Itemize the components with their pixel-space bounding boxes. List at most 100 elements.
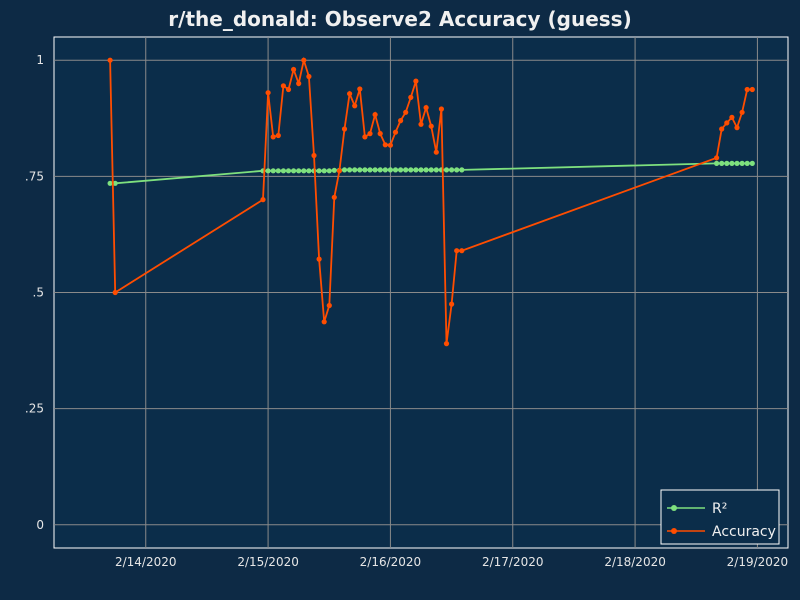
data-point-r2: [321, 168, 327, 174]
data-point-accuracy: [403, 109, 409, 115]
data-point-accuracy: [734, 125, 740, 131]
data-point-accuracy: [112, 289, 118, 296]
data-point-accuracy: [347, 91, 353, 97]
data-point-accuracy: [459, 248, 465, 254]
data-point-r2: [107, 180, 113, 186]
data-point-r2: [739, 160, 745, 166]
data-point-accuracy: [433, 149, 439, 155]
data-point-r2: [377, 167, 383, 173]
data-point-r2: [352, 167, 358, 173]
x-tick-label: 2/14/2020: [115, 555, 177, 569]
x-tick-label: 2/16/2020: [360, 555, 422, 569]
data-point-accuracy: [408, 94, 414, 100]
data-point-r2: [433, 167, 439, 173]
data-point-r2: [296, 168, 302, 174]
data-point-r2: [418, 167, 424, 173]
data-point-accuracy: [321, 319, 327, 325]
data-point-accuracy: [418, 121, 424, 127]
data-point-r2: [270, 168, 276, 174]
data-point-r2: [112, 180, 118, 186]
data-point-accuracy: [280, 83, 286, 89]
y-tick-label: 1: [36, 53, 44, 67]
data-point-accuracy: [413, 78, 419, 84]
data-point-r2: [423, 167, 429, 173]
data-point-accuracy: [296, 80, 302, 87]
data-point-r2: [347, 167, 353, 173]
legend-accuracy-marker: [671, 528, 677, 534]
data-point-accuracy: [719, 126, 725, 132]
data-point-accuracy: [326, 302, 332, 309]
data-point-r2: [301, 168, 307, 174]
chart-title: r/the_donald: Observe2 Accuracy (guess): [168, 7, 631, 31]
data-point-accuracy: [729, 114, 735, 120]
series-accuracy: [107, 56, 755, 347]
data-point-accuracy: [352, 103, 358, 109]
data-point-accuracy: [714, 155, 720, 161]
data-point-r2: [413, 167, 419, 173]
y-tick-label: .5: [33, 286, 44, 300]
data-point-accuracy: [372, 112, 378, 118]
data-point-r2: [367, 167, 373, 173]
data-point-r2: [275, 168, 281, 174]
data-point-accuracy: [749, 86, 755, 93]
data-point-accuracy: [438, 106, 444, 112]
data-point-r2: [280, 168, 286, 174]
data-point-accuracy: [265, 90, 271, 96]
legend-label-r2: R²: [712, 501, 727, 517]
x-tick-label: 2/18/2020: [604, 555, 666, 569]
data-point-accuracy: [331, 194, 337, 200]
legend-box: [660, 489, 780, 545]
data-point-r2: [362, 167, 368, 173]
data-point-accuracy: [449, 301, 455, 307]
data-point-r2: [316, 168, 322, 174]
data-point-r2: [454, 167, 460, 173]
x-tick-label: 2/17/2020: [482, 555, 544, 569]
data-point-accuracy: [454, 248, 460, 254]
data-point-r2: [719, 160, 725, 166]
data-point-r2: [714, 160, 720, 166]
series-layer: [107, 56, 755, 347]
data-point-r2: [372, 167, 378, 173]
y-axis-tick-labels: 0 .25 .5 .75 1: [25, 53, 44, 532]
data-point-r2: [729, 160, 735, 166]
data-point-r2: [326, 168, 332, 174]
data-point-accuracy: [398, 118, 404, 124]
data-point-r2: [331, 167, 337, 173]
data-point-r2: [306, 168, 312, 174]
data-point-r2: [341, 167, 348, 173]
data-point-accuracy: [367, 131, 373, 137]
data-point-r2: [398, 167, 404, 173]
data-point-r2: [749, 160, 755, 166]
data-point-accuracy: [357, 86, 363, 92]
data-point-r2: [392, 167, 399, 173]
data-point-r2: [459, 167, 465, 173]
data-point-r2: [724, 160, 730, 166]
data-point-accuracy: [387, 142, 393, 148]
data-point-r2: [403, 167, 409, 173]
data-point-accuracy: [377, 131, 383, 137]
y-tick-label: 0: [36, 518, 44, 532]
data-point-accuracy: [423, 105, 429, 111]
x-tick-label: 2/15/2020: [237, 555, 299, 569]
data-point-accuracy: [382, 142, 388, 148]
data-point-r2: [449, 167, 455, 173]
data-point-r2: [443, 167, 450, 173]
data-point-r2: [382, 167, 388, 173]
data-point-accuracy: [260, 197, 266, 203]
data-point-r2: [265, 168, 271, 174]
data-point-accuracy: [744, 86, 750, 93]
data-point-accuracy: [311, 152, 317, 159]
data-point-accuracy: [275, 132, 281, 139]
y-tick-label: .75: [25, 169, 44, 183]
legend-label-accuracy: Accuracy: [712, 524, 776, 540]
data-point-accuracy: [428, 123, 434, 129]
y-tick-label: .25: [25, 402, 44, 416]
data-point-accuracy: [336, 168, 342, 174]
legend-r2-marker: [671, 505, 677, 511]
data-point-accuracy: [724, 120, 730, 126]
data-point-accuracy: [443, 341, 450, 347]
data-point-accuracy: [291, 66, 297, 73]
x-axis-tick-labels: 2/14/2020 2/15/2020 2/16/2020 2/17/2020 2/18…: [115, 555, 788, 569]
data-point-accuracy: [392, 129, 399, 135]
